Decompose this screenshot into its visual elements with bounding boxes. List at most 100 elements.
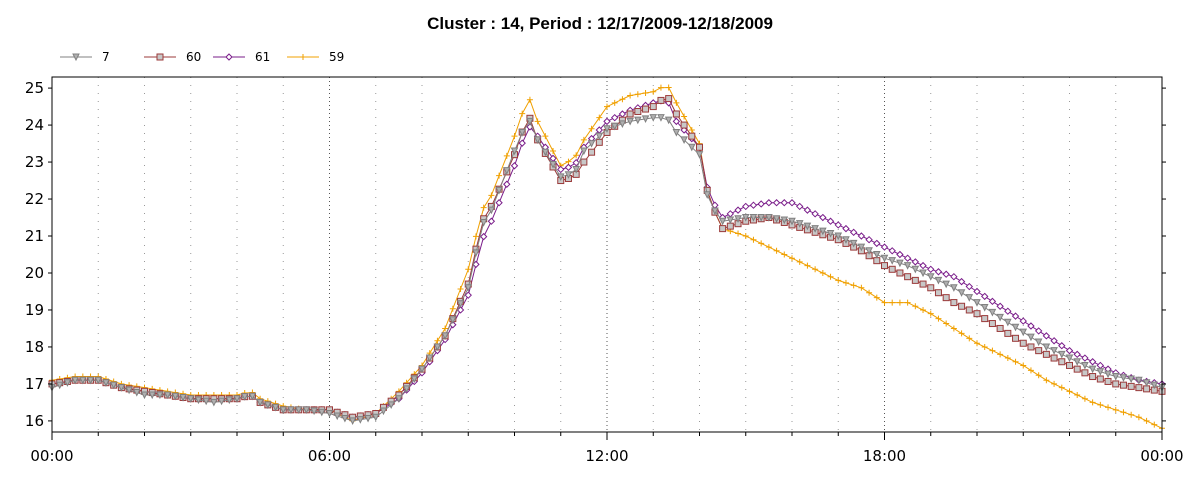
data-point [1027,322,1035,330]
data-point [1096,375,1104,383]
data-point [912,303,919,310]
data-point [1127,375,1135,384]
data-point [1081,395,1088,402]
data-point [803,206,812,214]
data-point [942,280,950,289]
legend-label: 7 [102,50,110,64]
data-point [903,254,912,262]
data-point [356,416,365,424]
data-point [603,117,611,126]
data-point [741,214,750,222]
data-point [441,332,449,340]
data-point [1096,361,1105,370]
data-point [550,147,557,154]
data-point [1081,361,1089,370]
data-point [950,284,958,292]
data-point [1042,332,1051,340]
data-point [826,217,835,225]
data-point [664,116,673,125]
data-point [950,299,958,307]
data-point [842,236,850,244]
data-point [1142,379,1151,387]
data-point [888,265,896,273]
data-point [325,410,334,418]
data-point [379,407,388,416]
data-point [1127,382,1135,390]
data-point [1065,346,1074,355]
data-point [1128,411,1135,418]
data-point [533,136,542,144]
data-point [1081,369,1089,377]
data-point [410,375,419,384]
data-point [780,199,788,207]
data-point [132,389,141,397]
data-point [487,217,496,225]
data-point [541,148,550,157]
data-point [1012,358,1019,365]
data-point [1035,372,1042,379]
legend-item-7: 7 [60,50,110,64]
axes: 16 17 18 19 20 21 22 23 24 25 00:00 06:00 12:00 18:00… [25,79,1184,465]
data-point [734,215,742,223]
data-point [988,297,997,306]
data-point [587,140,596,148]
data-point [919,280,927,288]
data-point [719,225,727,233]
data-point [889,299,896,306]
data-point [588,125,595,132]
data-point [742,233,749,240]
data-point [1058,384,1065,391]
data-point [1097,401,1104,408]
data-point [957,277,966,286]
data-point [287,406,295,414]
data-point [1073,358,1082,366]
data-point [564,171,573,179]
data-point [1004,355,1011,362]
data-point [171,392,180,401]
data-point [834,221,842,229]
data-point [1111,373,1120,381]
data-point [911,276,919,284]
data-point [780,216,789,225]
data-point [572,158,580,167]
data-point [1027,367,1034,374]
data-point [140,391,149,400]
data-point [1143,417,1150,424]
data-point [487,206,496,215]
data-point [835,277,842,284]
data-point [1120,409,1127,416]
data-point [279,406,288,414]
data-point [888,257,897,265]
x-tick-label: 00:00 [30,447,73,465]
data-point [858,284,865,291]
series-61 [48,97,1166,421]
data-point [317,408,326,417]
data-point [842,224,850,233]
data-point [996,324,1004,332]
data-point [1150,381,1159,390]
data-point [1073,350,1081,359]
data-point [364,414,372,423]
data-point [965,282,973,291]
data-point [619,96,626,103]
x-tick-label: 18:00 [863,447,906,465]
data-point [526,117,534,126]
data-point [479,232,488,241]
data-point [896,250,904,259]
data-point [472,249,480,257]
data-point [300,54,306,60]
data-point [1019,328,1028,337]
legend-item-60: 60 [144,50,201,64]
data-point [556,173,565,181]
data-point [1058,358,1066,366]
data-point [919,269,927,278]
data-point [665,95,673,103]
data-point [796,202,804,211]
data-point [1050,354,1058,362]
data-point [71,376,79,385]
data-point [896,259,904,268]
data-point [934,276,943,285]
data-point [812,266,819,273]
y-tick-label: 21 [25,227,44,245]
data-point [974,340,980,347]
